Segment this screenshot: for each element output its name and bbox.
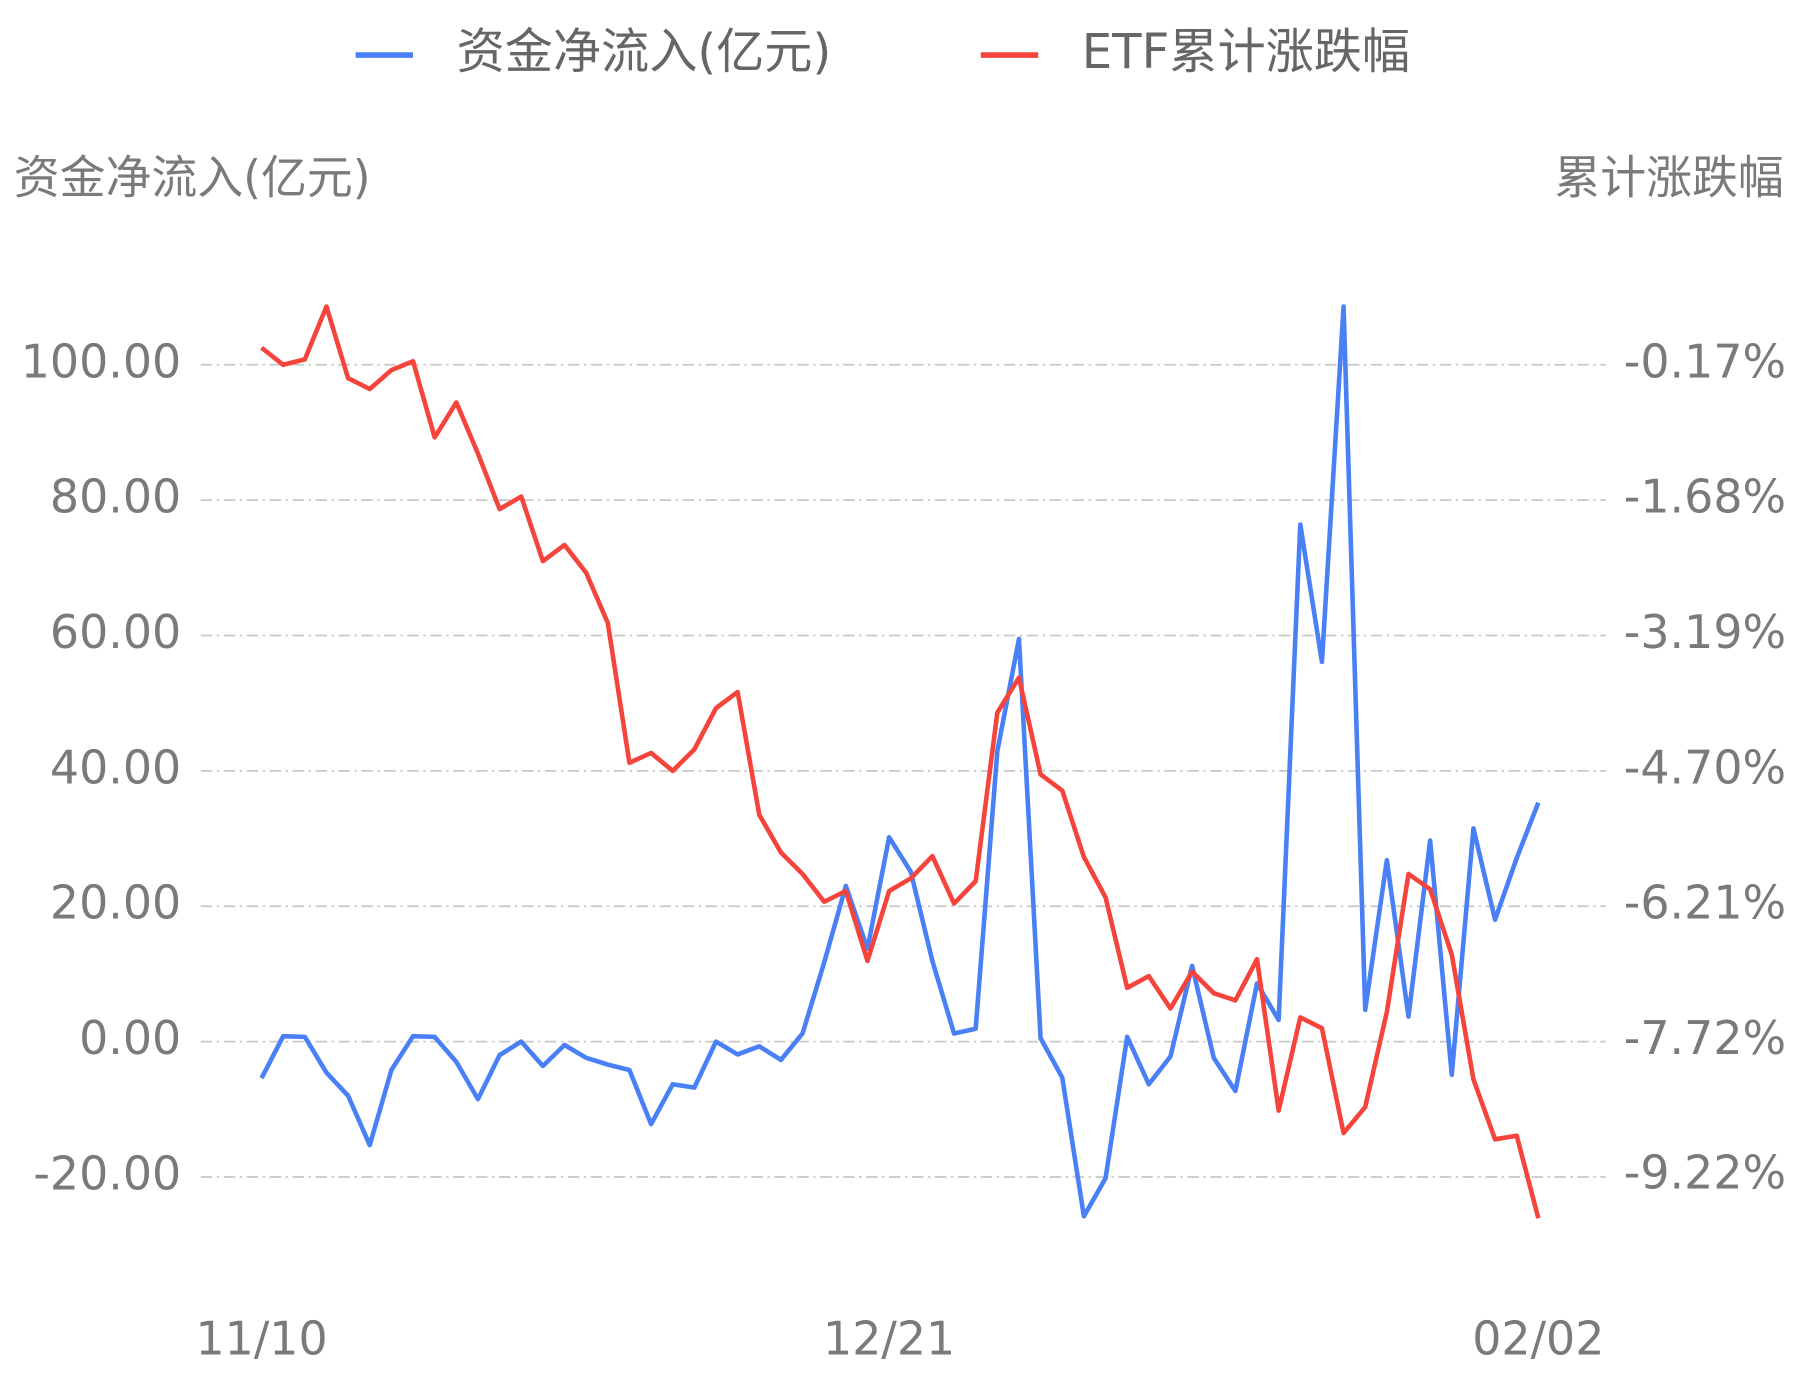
y2-tick-label: -9.22% (1624, 1146, 1786, 1200)
x-tick-label: 11/10 (195, 1312, 327, 1366)
y-tick-label: 0.00 (79, 1011, 181, 1065)
y2-tick-label: -6.21% (1624, 876, 1786, 930)
y-tick-label: 20.00 (50, 876, 181, 930)
x-tick-label: 02/02 (1472, 1312, 1604, 1366)
data-line (259, 304, 1541, 1219)
legend-label: ETF累计涨跌幅 (1082, 24, 1410, 80)
y2-tick-label: -0.17% (1624, 334, 1786, 388)
x-tick-label: 12/21 (823, 1312, 955, 1366)
y-tick-label: 40.00 (50, 740, 181, 794)
y-tick-label: 80.00 (50, 470, 181, 524)
y-axis-title: 资金净流入(亿元) (14, 151, 371, 205)
y-tick-label: 100.00 (21, 334, 182, 388)
y2-tick-label: -4.70% (1624, 740, 1786, 794)
data-line (260, 304, 1541, 1219)
y2-tick-label: -7.72% (1624, 1011, 1786, 1065)
y-tick-label: -20.00 (33, 1146, 181, 1200)
y-tick-label: 60.00 (50, 605, 181, 659)
legend-label: 资金净流入(亿元) (457, 24, 832, 80)
y2-axis-title: 累计涨跌幅 (1554, 151, 1783, 205)
y2-tick-label: -1.68% (1624, 470, 1786, 524)
y2-tick-label: -3.19% (1624, 605, 1786, 659)
